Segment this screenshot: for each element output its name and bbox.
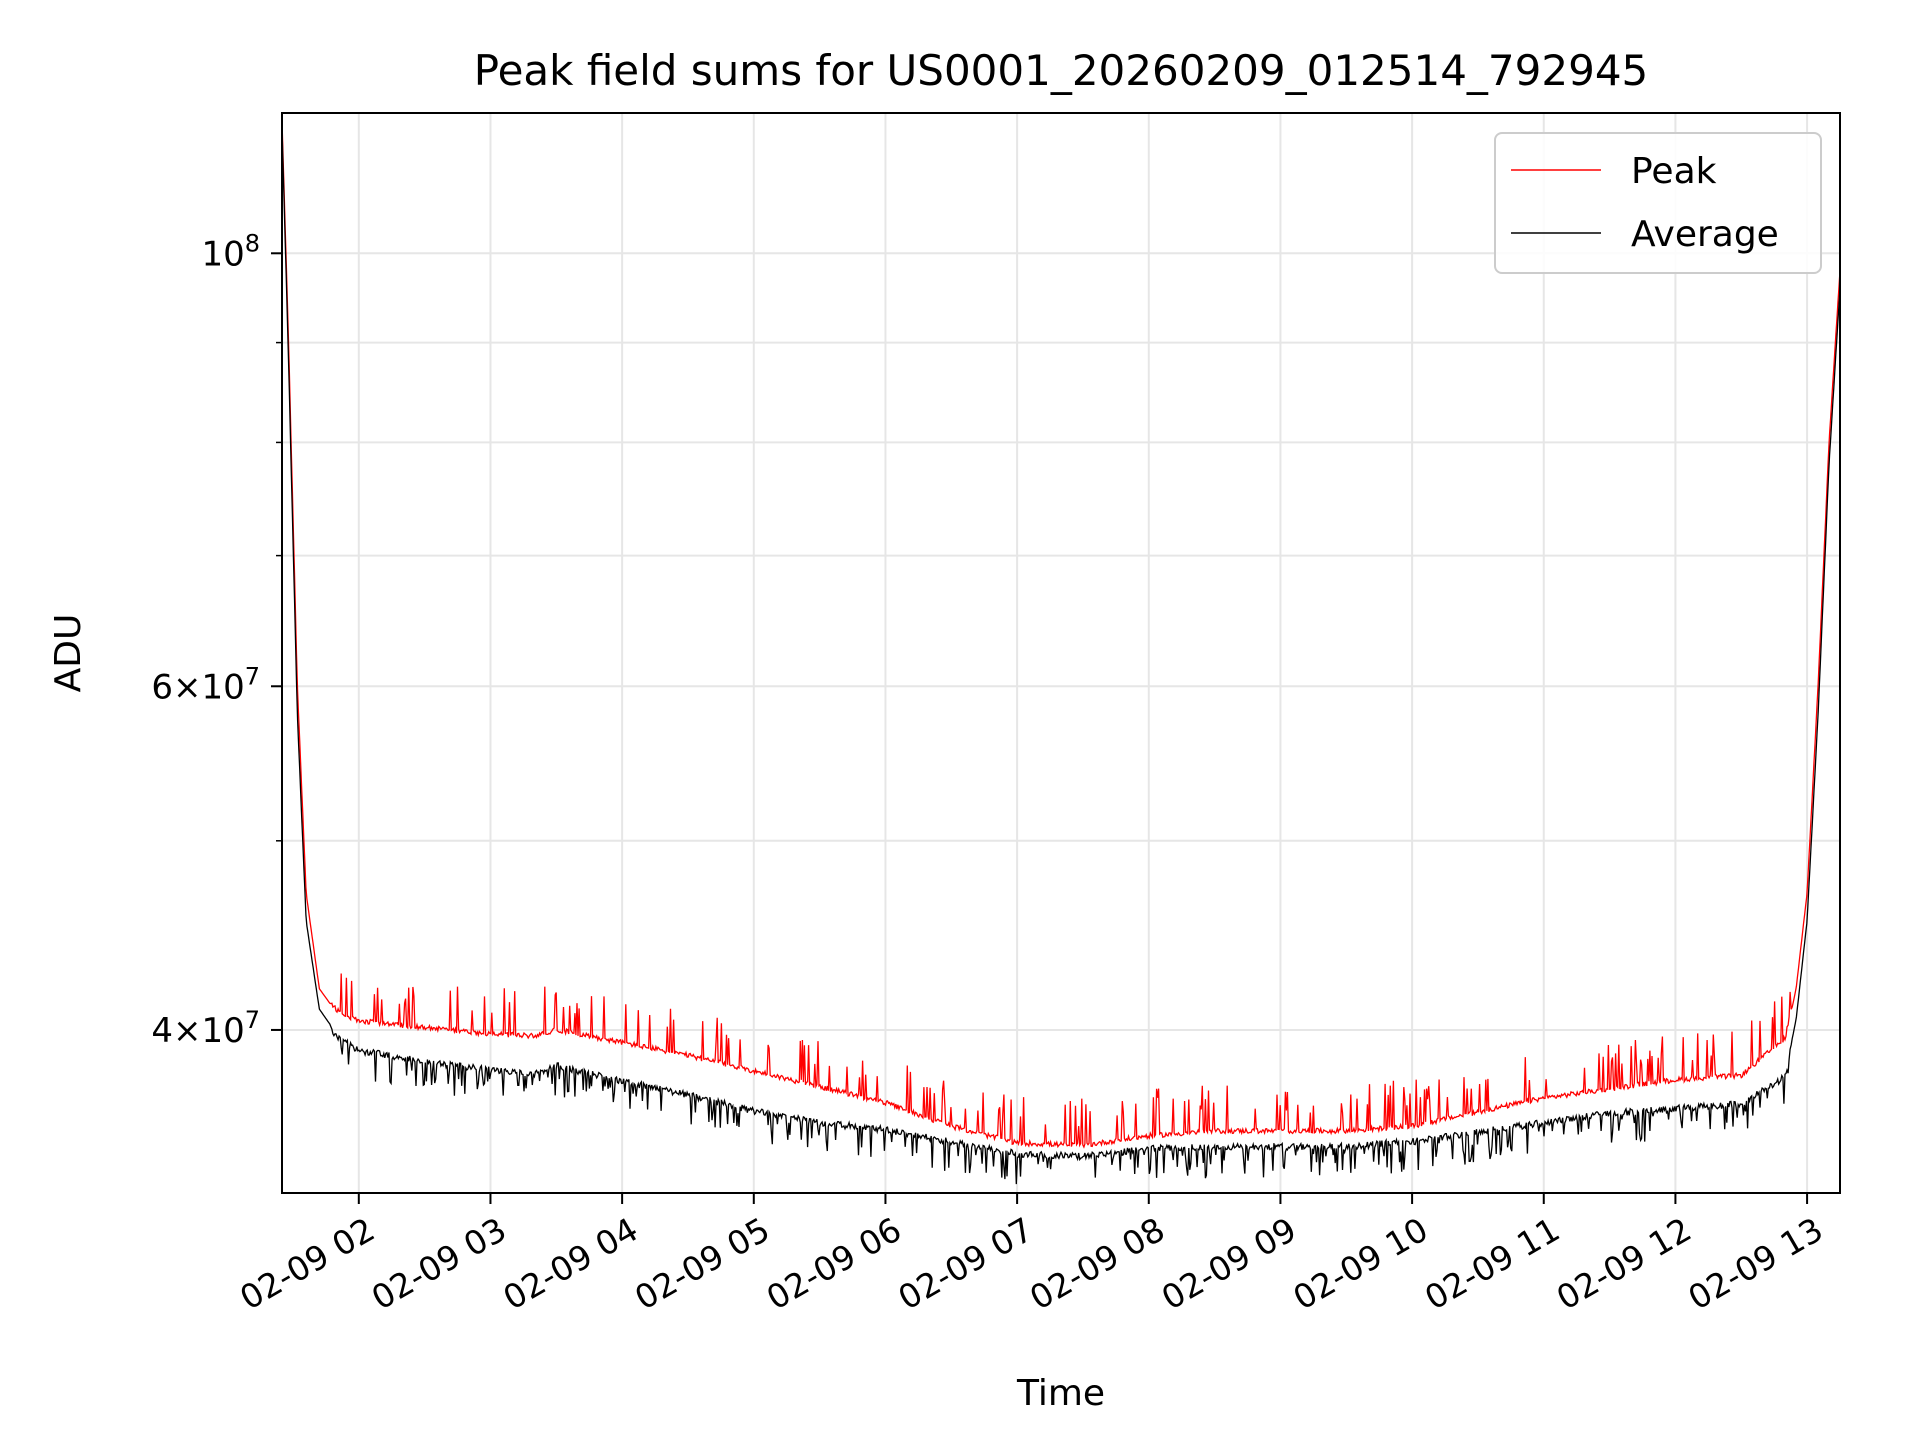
series-line-peak — [281, 120, 1841, 1149]
series-line-average — [281, 127, 1841, 1185]
y-tick-label: 108 — [201, 229, 260, 274]
y-tick-label: 6×107 — [151, 662, 260, 707]
y-tick-exponent: 8 — [245, 229, 260, 257]
legend-label-peak: Peak — [1631, 151, 1717, 192]
y-tick-mantissa: 6×10 — [151, 667, 244, 707]
legend: Peak Average — [1494, 132, 1822, 274]
plot-frame — [281, 112, 1841, 1194]
y-axis-label: ADU — [48, 614, 89, 693]
chart-title: Peak field sums for US0001_20260209_0125… — [474, 46, 1649, 95]
y-tick-mantissa: 10 — [201, 234, 244, 274]
series-layer — [281, 120, 1841, 1185]
y-tick-exponent: 7 — [245, 1006, 260, 1034]
x-axis-label: Time — [1016, 1373, 1105, 1414]
grid — [282, 113, 1840, 1193]
y-tick-exponent: 7 — [245, 662, 260, 690]
legend-box — [1494, 132, 1822, 274]
y-tick-mantissa: 4×10 — [151, 1011, 244, 1051]
y-tick-label: 4×107 — [151, 1006, 260, 1051]
legend-label-average: Average — [1631, 214, 1779, 255]
